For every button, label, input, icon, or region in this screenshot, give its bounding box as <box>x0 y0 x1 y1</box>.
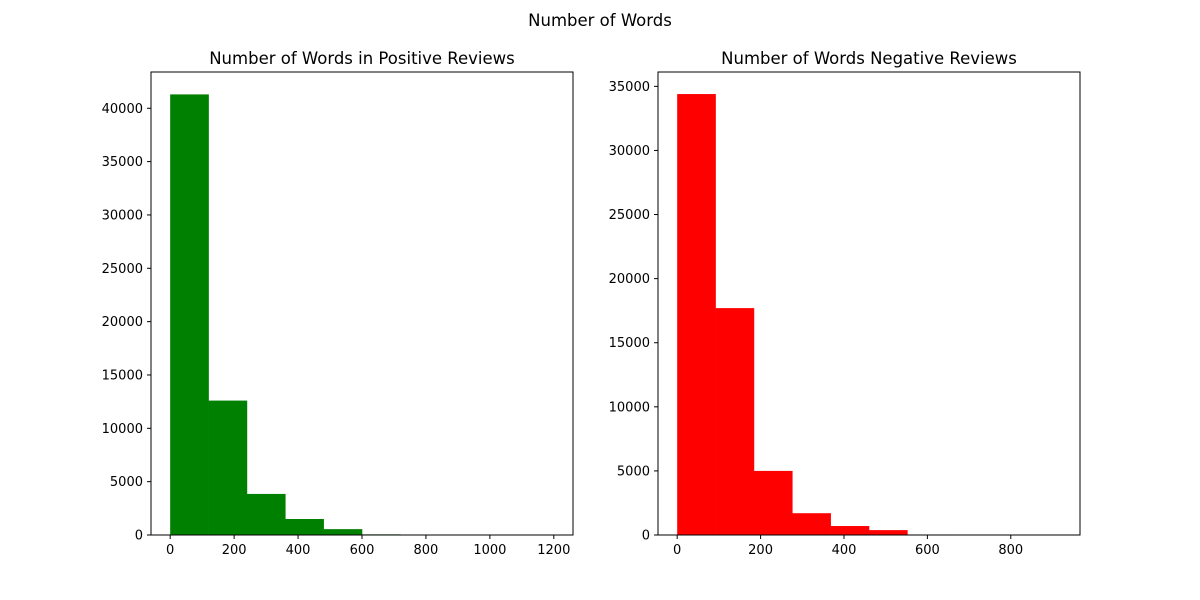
positive-reviews-xtick-label: 1000 <box>473 543 506 558</box>
negative-reviews-bar-4 <box>830 526 870 535</box>
negative-reviews-ytick-label: 5000 <box>617 464 650 479</box>
positive-reviews-bar-4 <box>323 529 363 535</box>
figure-suptitle: Number of Words <box>528 11 672 30</box>
negative-reviews-ytick-label: 10000 <box>609 400 650 415</box>
positive-reviews-y-axis: 0 5000 10000 15000 20000 25000 30000 35000 40000 <box>102 102 151 544</box>
negative-reviews-axes-frame <box>657 71 1081 536</box>
positive-reviews-xtick-label: 800 <box>414 543 439 558</box>
positive-reviews-bar-3 <box>285 519 324 535</box>
positive-reviews-ytick-label: 25000 <box>102 262 143 277</box>
negative-reviews-xtick-label: 600 <box>915 543 940 558</box>
positive-reviews-xtick-label: 0 <box>166 543 174 558</box>
positive-reviews-xtick-label: 200 <box>222 543 247 558</box>
positive-reviews-subplot: 0 200 400 600 800 1000 1200 0 5000 10000 15000 200… <box>102 49 574 558</box>
negative-reviews-subplot: 0 200 400 600 800 0 5000 10000 15000 20000 25000 3… <box>609 49 1081 558</box>
positive-reviews-xtick-label: 1200 <box>537 543 570 558</box>
positive-reviews-bars <box>170 94 555 536</box>
negative-reviews-title: Number of Words Negative Reviews <box>721 49 1017 68</box>
negative-reviews-ytick-label: 30000 <box>609 144 650 159</box>
positive-reviews-bar-2 <box>246 493 286 535</box>
positive-reviews-bar-1 <box>208 400 248 535</box>
negative-reviews-bar-1 <box>715 308 755 535</box>
negative-reviews-ytick-label: 15000 <box>609 336 650 351</box>
negative-reviews-ytick-label: 0 <box>642 529 650 544</box>
positive-reviews-ytick-label: 30000 <box>102 208 143 223</box>
negative-reviews-bar-3 <box>792 513 831 535</box>
positive-reviews-ytick-label: 20000 <box>102 315 143 330</box>
negative-reviews-y-axis: 0 5000 10000 15000 20000 25000 30000 35000 <box>609 80 658 544</box>
negative-reviews-bar-0 <box>677 94 716 536</box>
negative-reviews-xtick-label: 0 <box>673 543 681 558</box>
positive-reviews-title: Number of Words in Positive Reviews <box>209 49 515 68</box>
positive-reviews-ytick-label: 5000 <box>110 475 143 490</box>
positive-reviews-ytick-label: 10000 <box>102 422 143 437</box>
negative-reviews-x-axis: 0 200 400 600 800 <box>673 535 1023 558</box>
negative-reviews-xtick-label: 800 <box>998 543 1023 558</box>
positive-reviews-x-axis: 0 200 400 600 800 1000 1200 <box>166 535 570 558</box>
negative-reviews-xtick-label: 400 <box>832 543 857 558</box>
positive-reviews-xtick-label: 400 <box>286 543 311 558</box>
negative-reviews-ytick-label: 20000 <box>609 272 650 287</box>
positive-reviews-xtick-label: 600 <box>350 543 375 558</box>
negative-reviews-bar-5 <box>869 530 908 535</box>
negative-reviews-ytick-label: 35000 <box>609 80 650 95</box>
positive-reviews-ytick-label: 15000 <box>102 368 143 383</box>
positive-reviews-ytick-label: 0 <box>135 529 143 544</box>
negative-reviews-xtick-label: 200 <box>748 543 773 558</box>
negative-reviews-ytick-label: 25000 <box>609 208 650 223</box>
negative-reviews-bar-2 <box>753 470 793 535</box>
positive-reviews-ytick-label: 35000 <box>102 155 143 170</box>
negative-reviews-bars <box>677 94 1062 536</box>
positive-reviews-ytick-label: 40000 <box>102 102 143 117</box>
positive-reviews-bar-0 <box>170 94 209 536</box>
